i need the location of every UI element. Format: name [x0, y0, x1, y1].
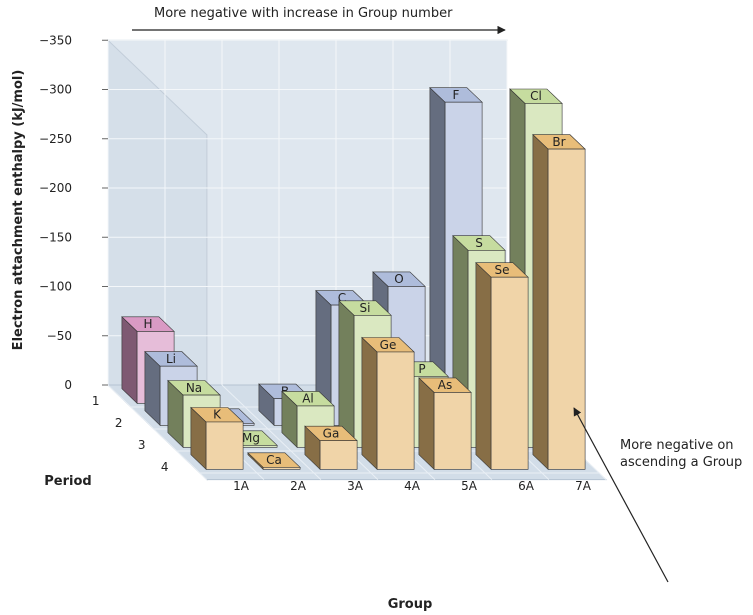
bar-label: O: [394, 272, 403, 286]
period-tick-label: 4: [161, 460, 169, 474]
x-axis: 1A 2A 3A 4A 5A 6A 7A: [233, 479, 592, 493]
bar-front: [205, 421, 244, 470]
period-axis-title: Period: [44, 474, 91, 489]
y-tick-label: −350: [39, 33, 72, 47]
period-trend-annotation: More negative on ascending a Group: [620, 438, 743, 470]
bar-side: [532, 133, 549, 471]
bar-side: [361, 336, 378, 471]
y-tick-label: −150: [39, 230, 72, 244]
bar-label: Li: [166, 352, 176, 366]
bar-label: F: [453, 88, 460, 102]
group-trend-annotation: More negative with increase in Group num…: [154, 6, 453, 21]
y-tick-label: −200: [39, 181, 72, 195]
bar-label: K: [213, 408, 222, 422]
bar-label: Si: [360, 301, 371, 315]
bar-front: [433, 392, 472, 470]
bar-front: [490, 276, 529, 470]
bar-ge: Ge: [361, 336, 415, 471]
floor-grid-line: [221, 384, 322, 480]
bar-side: [475, 261, 492, 471]
bar-k: K: [190, 406, 244, 471]
x-tick-label: 3A: [347, 479, 364, 493]
bar-label: H: [143, 317, 152, 331]
bar-label: C: [338, 291, 346, 305]
period-tick-label: 2: [115, 416, 123, 430]
bar-label: Al: [302, 392, 314, 406]
bar-label: Cl: [530, 89, 542, 103]
bar-label: Se: [495, 263, 510, 277]
x-tick-label: 7A: [575, 479, 592, 493]
bar-front: [547, 148, 586, 470]
y-tick-label: −300: [39, 83, 72, 97]
bar-side: [121, 316, 138, 405]
bars-layer: HLiBeBCOFNaMgAlSiPSClKCaGaGeAsSeBr: [121, 86, 586, 471]
period-trend-arrow: [573, 407, 669, 583]
bar-br: Br: [532, 133, 586, 471]
bar-label: Ca: [266, 453, 282, 467]
bar-front: [376, 351, 415, 470]
bar-side: [338, 300, 355, 449]
bar-se: Se: [475, 261, 529, 471]
bar-label: Mg: [242, 431, 260, 445]
bar-label: S: [475, 236, 483, 250]
x-tick-label: 1A: [233, 479, 250, 493]
y-axis: 0 −50 −100 −150 −200 −250 −300 −350: [39, 33, 108, 392]
bar-front: [319, 440, 358, 470]
y-tick-label: −100: [39, 280, 72, 294]
period-axis: 1 2 3 4: [92, 394, 169, 474]
bar-side: [418, 377, 435, 471]
bar-label: Ga: [323, 426, 340, 440]
y-tick-label: 0: [64, 378, 72, 392]
bar-front: [239, 444, 278, 448]
x-axis-title: Group: [388, 597, 433, 612]
bar-label: Br: [552, 135, 565, 149]
bar-ga: Ga: [304, 425, 358, 471]
period-tick-label: 3: [138, 438, 146, 452]
y-tick-label: −50: [47, 329, 72, 343]
bar-front: [262, 466, 301, 470]
floor-grid-line: [107, 384, 208, 480]
x-tick-label: 5A: [461, 479, 478, 493]
bar-label: Na: [186, 381, 202, 395]
x-tick-label: 4A: [404, 479, 421, 493]
x-tick-label: 6A: [518, 479, 535, 493]
x-tick-label: 2A: [290, 479, 307, 493]
bar-label: Ge: [380, 338, 397, 352]
bar-label: As: [438, 378, 452, 392]
bar-label: P: [418, 362, 425, 376]
bar-ca: Ca: [247, 452, 301, 471]
y-tick-label: −250: [39, 132, 72, 146]
period-tick-label: 1: [92, 394, 100, 408]
bar-as: As: [418, 377, 472, 471]
y-axis-title: Electron attachment enthalpy (kJ/mol): [11, 70, 26, 351]
